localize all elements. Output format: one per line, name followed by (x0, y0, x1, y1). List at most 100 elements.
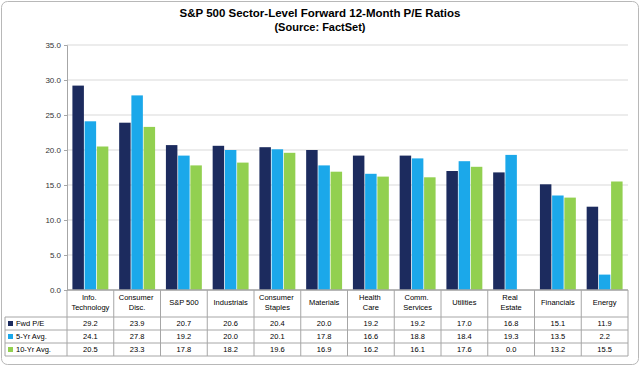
table-line (628, 290, 629, 356)
table-value: 17.8 (317, 332, 332, 341)
title: S&P 500 Sector-Level Forward 12-Month P/… (180, 7, 461, 19)
tick-mark (64, 255, 67, 256)
tick: 0.0 (50, 286, 67, 295)
table-value: 16.9 (317, 345, 332, 354)
table-line (160, 290, 161, 356)
table-value: 15.5 (597, 345, 612, 354)
category-label: S&P 500 (169, 298, 198, 307)
chart: S&P 500 Sector-Level Forward 12-Month P/… (0, 0, 640, 366)
tick-label: 0.0 (50, 286, 62, 295)
chart-frame (2, 2, 639, 365)
table-value: 0.0 (506, 345, 516, 354)
table-line (581, 290, 582, 356)
table-value: 20.5 (83, 345, 98, 354)
legend-swatch (8, 347, 13, 352)
table-value: 16.8 (504, 319, 519, 328)
table-value: 19.3 (504, 332, 519, 341)
tick-mark (64, 150, 67, 151)
table-value: 15.1 (551, 319, 566, 328)
category-label: Info. Technology (71, 293, 109, 312)
bar (72, 86, 83, 290)
table-value: 13.2 (551, 345, 566, 354)
table-value: 20.0 (317, 319, 332, 328)
legend-swatch (8, 321, 13, 326)
bar (166, 145, 177, 290)
bar (353, 156, 364, 290)
category-label: Comm. Services (403, 293, 432, 312)
bar (377, 177, 388, 290)
table-line (300, 290, 301, 356)
bar (564, 198, 575, 290)
table-value: 13.5 (551, 332, 566, 341)
grid-line (67, 115, 628, 116)
bar (85, 121, 96, 290)
category-label: Consumer Staples (259, 293, 296, 312)
category-label: Utilities (452, 298, 476, 307)
bar (97, 147, 108, 291)
tick: 20.0 (45, 146, 67, 155)
category-label: Health Care (359, 293, 383, 312)
bar (225, 150, 236, 290)
tick-label: 20.0 (45, 146, 61, 155)
category-label: Consumer Disc. (119, 293, 156, 312)
bar (412, 158, 423, 290)
tick-mark (64, 185, 67, 186)
table-line (113, 290, 114, 356)
grid-line (67, 80, 628, 81)
grid-line (67, 45, 628, 46)
table-value: 17.6 (457, 345, 472, 354)
table-value: 18.2 (223, 345, 238, 354)
bar (237, 163, 248, 290)
table-value: 17.8 (177, 345, 192, 354)
table-value: 20.4 (270, 319, 285, 328)
table-value: 16.2 (364, 345, 379, 354)
tick-label: 10.0 (45, 216, 61, 225)
bar (178, 156, 189, 290)
data-table: Info. TechnologyConsumer Disc.S&P 500Ind… (5, 290, 628, 356)
category-label: Energy (593, 298, 617, 307)
table-value: 19.6 (270, 345, 285, 354)
bar (119, 123, 130, 290)
table-value: 2.2 (599, 332, 609, 341)
table-value: 20.1 (270, 332, 285, 341)
table-value: 11.9 (598, 319, 612, 328)
bar (400, 156, 411, 290)
tick: 30.0 (45, 76, 67, 85)
tick: 25.0 (45, 111, 67, 120)
bar (365, 174, 376, 290)
bars (72, 86, 622, 290)
y-axis: 0.0 5.0 10.0 15.0 20.0 25.0 30.0 35.0 (45, 41, 67, 295)
legend-label: 5-Yr Avg. (16, 332, 47, 341)
subtitle: (Source: FactSet) (274, 21, 365, 33)
table-value: 17.0 (457, 319, 472, 328)
table-value: 29.2 (83, 319, 98, 328)
bar (213, 146, 224, 290)
tick-mark (64, 45, 67, 46)
legend-label: 10-Yr Avg. (16, 345, 51, 354)
table-value: 27.8 (130, 332, 145, 341)
table-line (534, 290, 535, 356)
tick-mark (64, 115, 67, 116)
table-value: 20.0 (223, 332, 238, 341)
tick: 35.0 (45, 41, 67, 50)
tick-label: 15.0 (45, 181, 61, 190)
table-value: 23.3 (130, 345, 145, 354)
grid (67, 45, 628, 290)
tick-label: 5.0 (50, 251, 62, 260)
table-value: 18.4 (457, 332, 472, 341)
bar (493, 172, 504, 290)
chart-container: S&P 500 Sector-Level Forward 12-Month P/… (0, 0, 640, 366)
table-line (254, 290, 255, 356)
bar (131, 95, 142, 290)
bar (446, 171, 457, 290)
table-value: 16.6 (364, 332, 379, 341)
table-line (347, 290, 348, 356)
category-label: Materials (309, 298, 340, 307)
table-value: 19.2 (410, 319, 425, 328)
tick-mark (64, 220, 67, 221)
tick: 5.0 (50, 251, 67, 260)
bar (318, 165, 329, 290)
bar-series (97, 127, 623, 290)
bar (505, 155, 516, 290)
bar-series (85, 95, 611, 290)
